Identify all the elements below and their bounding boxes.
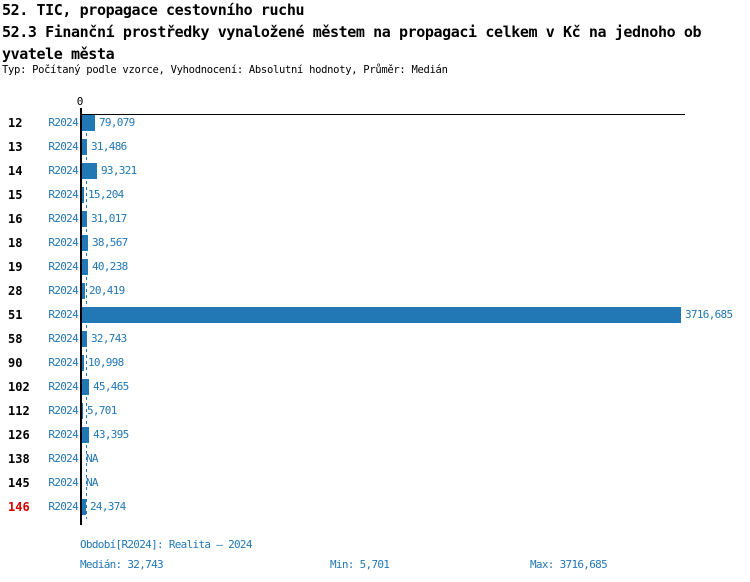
value-bar — [82, 307, 681, 323]
row-id-label: 112 — [8, 404, 30, 418]
row-value-label: 15,204 — [88, 188, 124, 201]
chart-row-16: 16 R2024 31,017 — [0, 207, 750, 231]
value-bar — [82, 379, 89, 395]
chart-row-14: 14 R2024 93,321 — [0, 159, 750, 183]
row-value-label: 24,374 — [90, 500, 126, 513]
chart-row-18: 18 R2024 38,567 — [0, 231, 750, 255]
row-id-label: 90 — [8, 356, 23, 370]
value-bar — [82, 499, 86, 515]
chart-row-12: 12 R2024 79,079 — [0, 111, 750, 135]
row-id-label: 51 — [8, 308, 23, 322]
chart-row-51: 51 R2024 3716,685 — [0, 303, 750, 327]
x-axis-zero-tick-label: 0 — [76, 95, 84, 108]
chart-row-13: 13 R2024 31,486 — [0, 135, 750, 159]
chart-row-28: 28 R2024 20,419 — [0, 279, 750, 303]
row-value-label: 93,321 — [101, 164, 137, 177]
chart-row-102: 102 R2024 45,465 — [0, 375, 750, 399]
footer-median-label: Medián: 32,743 — [80, 558, 164, 571]
row-id-label: 13 — [8, 140, 23, 154]
row-id-label: 145 — [8, 476, 30, 490]
row-id-label: 15 — [8, 188, 23, 202]
row-id-label: 58 — [8, 332, 23, 346]
row-value-label: 31,017 — [91, 212, 127, 225]
value-bar — [82, 115, 95, 131]
value-bar — [82, 403, 83, 419]
row-id-label: 28 — [8, 284, 23, 298]
row-id-label: 12 — [8, 116, 23, 130]
row-period-label: R2024 — [48, 236, 78, 249]
row-id-label: 16 — [8, 212, 23, 226]
chart-supertitle: 52. TIC, propagace cestovního ruchu — [2, 1, 305, 19]
x-axis-line — [81, 114, 685, 115]
value-bar — [82, 211, 87, 227]
row-value-label: 43,395 — [93, 428, 129, 441]
chart-row-138: 138 R2024 NA — [0, 447, 750, 471]
chart-row-145: 145 R2024 NA — [0, 471, 750, 495]
row-period-label: R2024 — [48, 308, 78, 321]
value-bar — [82, 427, 89, 443]
row-period-label: R2024 — [48, 428, 78, 441]
row-period-label: R2024 — [48, 140, 78, 153]
row-period-label: R2024 — [48, 332, 78, 345]
value-bar — [82, 283, 85, 299]
chart-meta-info: Typ: Počítaný podle vzorce, Vyhodnocení:… — [2, 64, 448, 76]
footer-min-label: Min: 5,701 — [330, 558, 390, 571]
chart-title-line-1: 52.3 Finanční prostředky vynaložené měst… — [2, 23, 702, 41]
row-id-label: 126 — [8, 428, 30, 442]
chart-row-15: 15 R2024 15,204 — [0, 183, 750, 207]
y-axis-line — [80, 108, 82, 525]
value-bar — [82, 235, 88, 251]
footer-max-label: Max: 3716,685 — [530, 558, 608, 571]
row-id-label: 138 — [8, 452, 30, 466]
row-value-label: 20,419 — [89, 284, 125, 297]
row-id-label-highlighted: 146 — [8, 500, 30, 514]
row-value-label: NA — [86, 452, 99, 465]
chart-row-58: 58 R2024 32,743 — [0, 327, 750, 351]
value-bar — [82, 355, 84, 371]
row-period-label: R2024 — [48, 380, 78, 393]
row-value-label: 40,238 — [92, 260, 128, 273]
value-bar — [82, 139, 87, 155]
row-value-label: 32,743 — [91, 332, 127, 345]
row-value-label: 5,701 — [87, 404, 117, 417]
row-id-label: 14 — [8, 164, 23, 178]
value-bar — [82, 259, 88, 275]
chart-row-90: 90 R2024 10,998 — [0, 351, 750, 375]
row-period-label: R2024 — [48, 284, 78, 297]
row-period-label: R2024 — [48, 188, 78, 201]
value-bar — [82, 163, 97, 179]
row-value-label: 45,465 — [93, 380, 129, 393]
row-period-label: R2024 — [48, 260, 78, 273]
chart-row-146: 146 R2024 24,374 — [0, 495, 750, 519]
row-period-label: R2024 — [48, 404, 78, 417]
row-period-label: R2024 — [48, 212, 78, 225]
row-value-label: 31,486 — [91, 140, 127, 153]
row-value-label: 3716,685 — [685, 308, 733, 321]
chart-row-112: 112 R2024 5,701 — [0, 399, 750, 423]
row-id-label: 18 — [8, 236, 23, 250]
chart-row-126: 126 R2024 43,395 — [0, 423, 750, 447]
row-period-label: R2024 — [48, 356, 78, 369]
value-bar — [82, 187, 84, 203]
row-value-label: 79,079 — [99, 116, 135, 129]
row-id-label: 102 — [8, 380, 30, 394]
footer-period-label: Období[R2024]: Realita – 2024 — [80, 538, 252, 551]
row-period-label: R2024 — [48, 164, 78, 177]
value-bar — [82, 331, 87, 347]
row-period-label: R2024 — [48, 116, 78, 129]
row-period-label: R2024 — [48, 452, 78, 465]
chart-row-19: 19 R2024 40,238 — [0, 255, 750, 279]
row-value-label: NA — [86, 476, 99, 489]
bar-rows-container: 12 R2024 79,079 13 R2024 31,486 14 R2024 93,321 1… — [0, 111, 750, 519]
chart-title-line-2: yvatele města — [2, 45, 115, 63]
row-value-label: 10,998 — [88, 356, 124, 369]
row-period-label: R2024 — [48, 476, 78, 489]
row-id-label: 19 — [8, 260, 23, 274]
row-period-label: R2024 — [48, 500, 78, 513]
row-value-label: 38,567 — [92, 236, 128, 249]
